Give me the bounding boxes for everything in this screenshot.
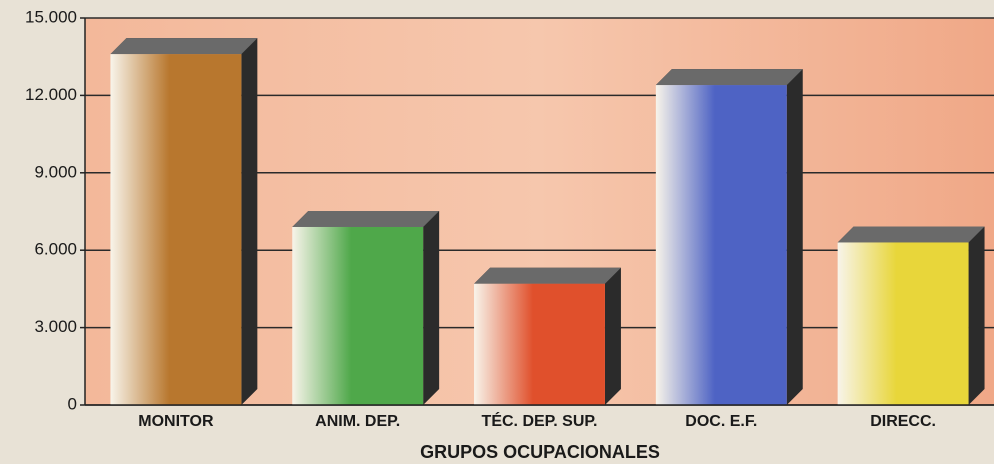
- bar-shadow: [110, 38, 258, 406]
- bar-shadow: [837, 226, 985, 405]
- bar: [837, 242, 969, 405]
- y-tick-label: 3.000: [34, 317, 77, 336]
- bar-shadow: [655, 69, 803, 405]
- y-tick-label: 15.000: [25, 7, 77, 26]
- bar: [292, 226, 424, 405]
- y-tick-label: 6.000: [34, 240, 77, 259]
- bar-top: [110, 38, 258, 55]
- x-tick-label: MONITOR: [138, 413, 214, 430]
- bar: [110, 54, 242, 406]
- x-axis-label: GRUPOS OCUPACIONALES: [420, 442, 660, 462]
- bar-top: [292, 210, 440, 227]
- bar: [474, 283, 605, 405]
- x-tick-label: DOC. E.F.: [685, 413, 757, 430]
- bar: [655, 85, 787, 405]
- y-tick-label: 9.000: [34, 162, 77, 181]
- bar-shadow: [292, 210, 440, 405]
- bar-top: [474, 267, 621, 284]
- y-tick-label: 12.000: [25, 85, 77, 104]
- bar-top: [837, 226, 985, 243]
- y-tick-label: 0: [68, 394, 77, 413]
- bar-top: [655, 69, 803, 86]
- x-tick-label: DIRECC.: [870, 413, 936, 430]
- x-tick-label: TÉC. DEP. SUP.: [482, 411, 598, 430]
- x-tick-label: ANIM. DEP.: [315, 413, 400, 430]
